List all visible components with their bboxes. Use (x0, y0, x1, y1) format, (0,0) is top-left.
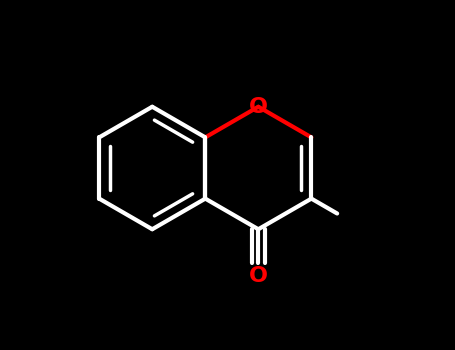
Text: O: O (249, 97, 268, 117)
Text: O: O (249, 266, 268, 286)
